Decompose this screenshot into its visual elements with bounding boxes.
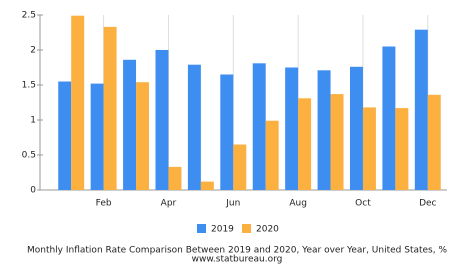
bar — [265, 120, 279, 190]
y-tick-label: 1 — [30, 116, 36, 126]
bar — [220, 74, 234, 190]
y-tick-label: 0 — [30, 186, 36, 196]
bar — [155, 50, 169, 190]
bar — [414, 29, 428, 191]
bar — [187, 64, 201, 190]
chart-subtitle: www.statbureau.org — [192, 255, 283, 265]
bar — [285, 67, 299, 190]
x-tick-label: Oct — [355, 199, 371, 209]
legend-label: 2020 — [256, 225, 279, 235]
bar — [136, 82, 150, 190]
x-tick-label: Dec — [419, 199, 436, 209]
bar — [233, 144, 247, 190]
bar — [200, 181, 214, 190]
bar — [103, 26, 117, 191]
bar — [71, 15, 85, 191]
bar — [252, 63, 266, 190]
bar — [317, 70, 331, 190]
bar — [58, 81, 72, 190]
y-tick-label: 0.5 — [22, 151, 36, 161]
bar — [427, 94, 441, 190]
y-tick-label: 2 — [30, 46, 36, 56]
bar — [382, 46, 396, 190]
bar — [330, 94, 344, 190]
bar — [298, 98, 312, 190]
x-tick-label: Feb — [96, 199, 112, 209]
x-tick-label: Aug — [289, 199, 307, 209]
legend-swatch — [242, 224, 251, 233]
bar — [123, 59, 137, 190]
legend-swatch — [197, 224, 206, 233]
bar — [395, 108, 409, 190]
bar — [349, 66, 363, 190]
bar — [168, 166, 182, 190]
chart-title: Monthly Inflation Rate Comparison Betwee… — [27, 246, 447, 256]
x-tick-label: Jun — [225, 199, 240, 209]
y-tick-label: 2.5 — [22, 11, 36, 21]
y-tick-label: 1.5 — [22, 81, 36, 91]
bar — [362, 107, 376, 190]
bar — [90, 83, 104, 190]
legend-label: 2019 — [211, 225, 234, 235]
x-tick-label: Apr — [161, 199, 177, 209]
